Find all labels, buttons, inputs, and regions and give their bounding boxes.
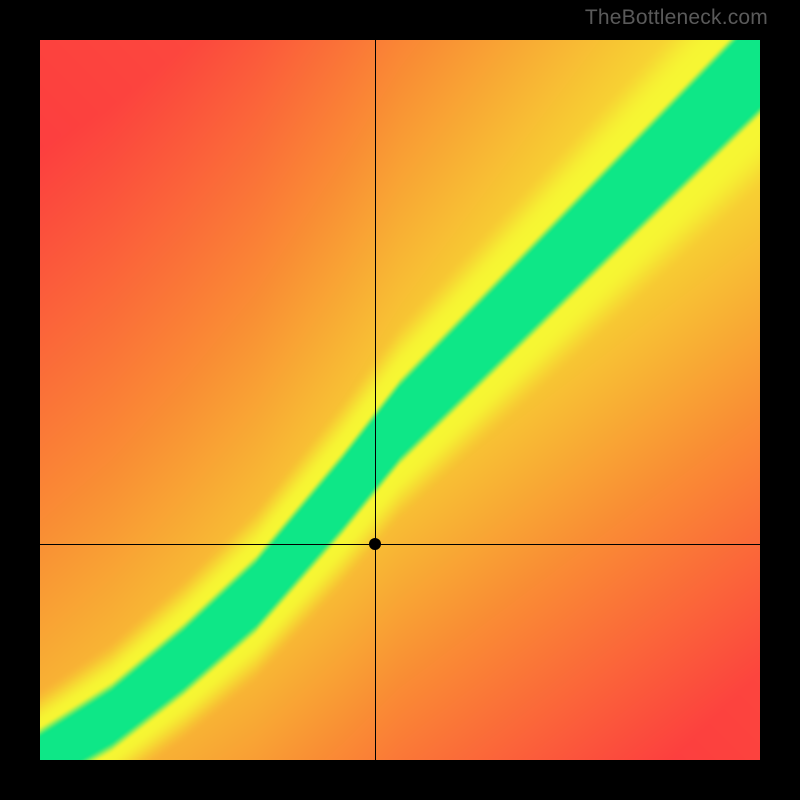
data-point (369, 538, 381, 550)
crosshair-horizontal (40, 544, 760, 545)
crosshair-vertical (375, 40, 376, 760)
heatmap-canvas (40, 40, 760, 760)
watermark-text: TheBottleneck.com (585, 6, 768, 30)
heatmap-plot (40, 40, 760, 760)
